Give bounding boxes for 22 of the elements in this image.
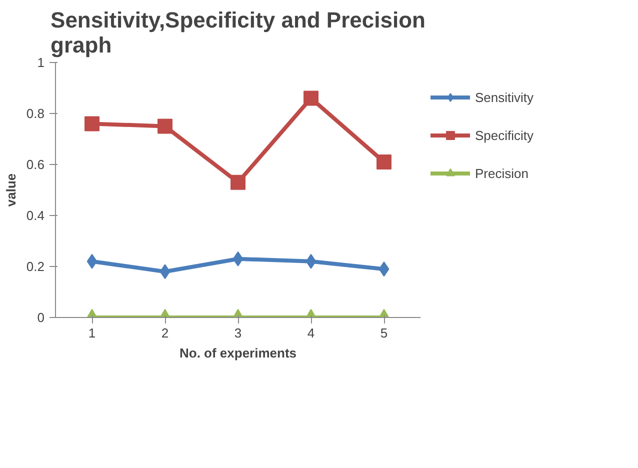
y-tick-label: 0.8 xyxy=(26,106,45,121)
point xyxy=(230,174,246,190)
x-tick-label: 5 xyxy=(380,326,388,340)
legend-label: Precision xyxy=(475,166,528,180)
y-axis-title: value xyxy=(3,173,18,207)
x-tick-label: 4 xyxy=(307,326,315,340)
legend-label: Sensitivity xyxy=(475,90,534,104)
x-tick-label: 2 xyxy=(161,326,169,340)
point xyxy=(158,118,172,134)
y-tick-label: 0.2 xyxy=(26,259,45,274)
y-tick-label: 1 xyxy=(37,55,45,70)
x-tick-label: 1 xyxy=(88,326,96,340)
chart-title: Sensitivity,Specificity and Precision graph xyxy=(50,8,426,58)
y-tick-label: 0.6 xyxy=(26,157,45,172)
point xyxy=(304,90,318,106)
point xyxy=(84,116,100,132)
x-tick-label: 3 xyxy=(234,326,242,340)
x-axis-title: No. of experiments xyxy=(179,346,297,360)
y-tick-label: 0.4 xyxy=(26,208,45,223)
y-tick-label: 0 xyxy=(37,310,45,325)
point xyxy=(376,154,392,170)
legend-label: Specificity xyxy=(475,128,534,142)
